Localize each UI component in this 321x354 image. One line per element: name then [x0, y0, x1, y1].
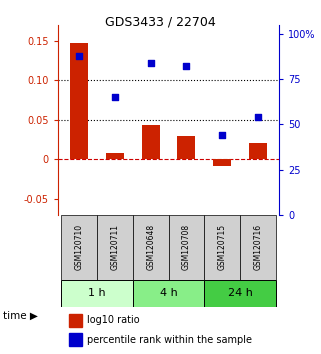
Text: GDS3433 / 22704: GDS3433 / 22704 [105, 16, 216, 29]
Text: GSM120711: GSM120711 [110, 224, 119, 270]
Bar [69, 333, 82, 346]
FancyBboxPatch shape [240, 215, 276, 280]
FancyBboxPatch shape [133, 280, 204, 307]
Bar [69, 314, 82, 327]
FancyBboxPatch shape [204, 280, 276, 307]
Bar [106, 153, 124, 159]
Text: GSM120716: GSM120716 [253, 224, 262, 270]
Point [184, 64, 189, 69]
Text: log10 ratio: log10 ratio [87, 315, 139, 325]
FancyBboxPatch shape [61, 215, 97, 280]
Text: 1 h: 1 h [88, 289, 106, 298]
FancyBboxPatch shape [61, 280, 133, 307]
Bar [178, 136, 195, 159]
Point [148, 60, 153, 65]
Bar [249, 143, 267, 159]
Bar [70, 43, 88, 159]
Text: time ▶: time ▶ [3, 311, 38, 321]
FancyBboxPatch shape [204, 215, 240, 280]
Text: 4 h: 4 h [160, 289, 178, 298]
Point [255, 114, 260, 120]
Text: 24 h: 24 h [228, 289, 252, 298]
Text: percentile rank within the sample: percentile rank within the sample [87, 335, 252, 344]
FancyBboxPatch shape [97, 215, 133, 280]
Text: GSM120710: GSM120710 [75, 224, 84, 270]
FancyBboxPatch shape [169, 215, 204, 280]
Point [77, 53, 82, 58]
Text: GSM120715: GSM120715 [218, 224, 227, 270]
FancyBboxPatch shape [133, 215, 169, 280]
Bar [213, 159, 231, 166]
Text: GSM120708: GSM120708 [182, 224, 191, 270]
Bar [142, 125, 160, 159]
Text: GSM120648: GSM120648 [146, 224, 155, 270]
Point [112, 94, 117, 100]
Point [220, 132, 225, 138]
